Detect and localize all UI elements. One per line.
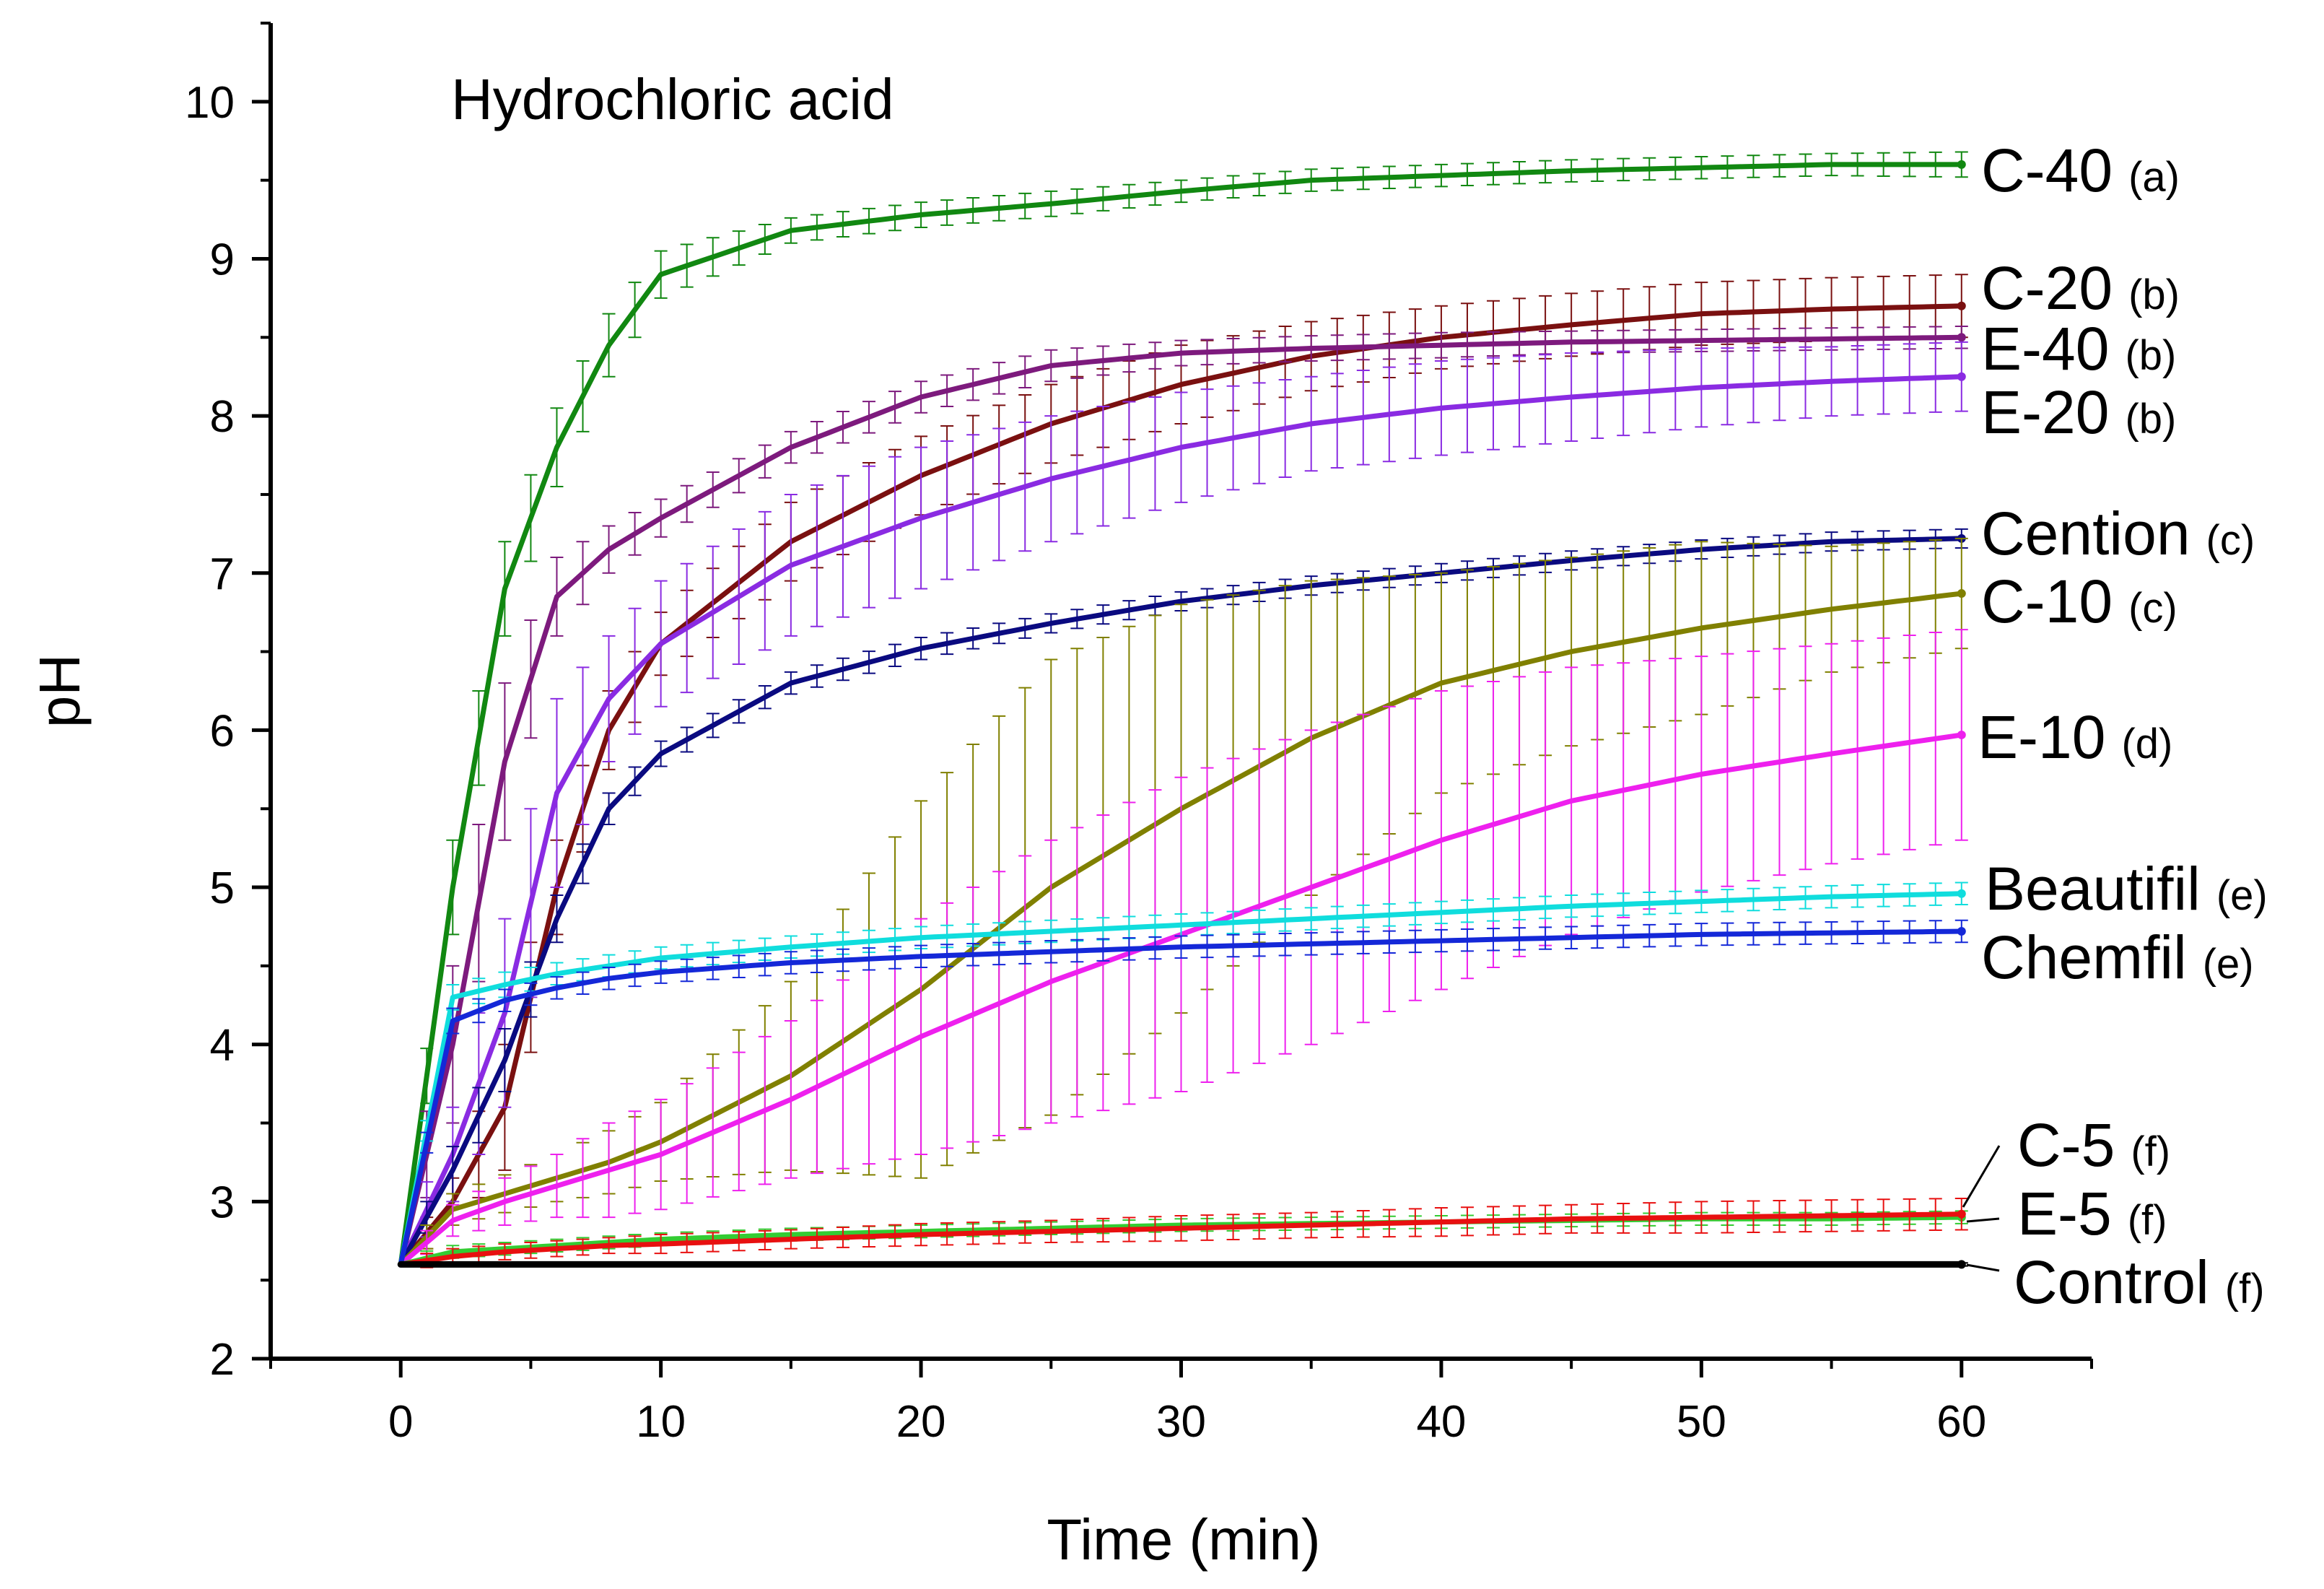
series-label-e-10: E-10 (d) <box>1978 703 2172 771</box>
series-label-e-40: E-40 (b) <box>1981 315 2176 383</box>
series-group-label: (f) <box>2225 1266 2265 1312</box>
series-group-label: (b) <box>2125 332 2176 379</box>
series-group-label: (d) <box>2121 721 2172 767</box>
ticks: 0 10 20 30 40 50 60 2 3 4 5 6 7 8 9 10 <box>185 22 2093 1447</box>
series-group-label: (b) <box>2128 271 2180 318</box>
series-group-label: (b) <box>2125 396 2176 443</box>
series-label-e-5: E-5 (f) <box>2017 1180 2167 1248</box>
y-tick-label: 4 <box>210 1021 235 1071</box>
x-tick-label: 50 <box>1677 1397 1726 1447</box>
series-label-cention: Cention (c) <box>1981 500 2255 567</box>
x-tick-label: 20 <box>896 1397 946 1447</box>
series-group-label: (e) <box>2216 872 2268 919</box>
series-end-point <box>1957 160 1966 169</box>
series-group-label: (c) <box>2128 585 2177 632</box>
series-e-20 <box>398 341 1968 1267</box>
series-group-label: (f) <box>2131 1128 2170 1175</box>
label-leader-line <box>1962 1145 2001 1208</box>
x-tick-label: 60 <box>1936 1397 1986 1447</box>
series-line <box>398 1211 1965 1267</box>
series-label-c-10: C-10 (c) <box>1981 567 2177 635</box>
series-line <box>398 374 1965 1267</box>
series-label-e-20: E-20 (b) <box>1981 378 2176 446</box>
series-end-point <box>1957 333 1966 342</box>
label-leader-line <box>1966 1217 2000 1223</box>
label-leader-line <box>1966 1263 2000 1272</box>
series-end-point <box>1957 372 1966 381</box>
x-tick-label: 0 <box>388 1397 413 1447</box>
series-beautifil <box>398 881 1968 1267</box>
series-group-label: (c) <box>2206 517 2255 564</box>
series-group-label: (e) <box>2203 941 2254 988</box>
series-label-control: Control (f) <box>2014 1248 2265 1316</box>
x-tick-label: 40 <box>1416 1397 1466 1447</box>
y-tick-label: 8 <box>210 392 235 442</box>
y-tick-label: 2 <box>210 1335 235 1385</box>
series-c-40 <box>398 151 1968 1267</box>
y-tick-label: 10 <box>185 78 235 128</box>
chart-annotation: Hydrochloric acid <box>451 67 894 131</box>
series-group-label: (a) <box>2128 154 2180 201</box>
series-label-c-5: C-5 (f) <box>2017 1111 2170 1179</box>
series-line <box>398 334 1965 1267</box>
series-line <box>398 891 1965 1267</box>
y-tick-label: 3 <box>210 1177 235 1227</box>
series-line <box>398 928 1965 1267</box>
series-e-5 <box>398 1198 1968 1268</box>
series-layer <box>397 151 1968 1269</box>
series-end-point <box>1957 301 1966 310</box>
series-end-point <box>1957 589 1966 598</box>
series-label-c-20: C-20 (b) <box>1981 254 2180 322</box>
x-axis-title: Time (min) <box>1047 1507 1320 1572</box>
series-end-point <box>1957 1260 1966 1269</box>
y-tick-label: 7 <box>210 549 235 599</box>
series-group-label: (f) <box>2128 1197 2167 1244</box>
series-end-point <box>1957 730 1966 739</box>
series-label-beautifil: Beautifil (e) <box>1985 855 2268 923</box>
series-end-point <box>1957 889 1966 898</box>
series-chemfil <box>398 919 1968 1267</box>
series-label-chemfil: Chemfil (e) <box>1981 923 2254 991</box>
y-tick-label: 6 <box>210 706 235 756</box>
series-end-point <box>1957 927 1966 936</box>
y-axis-title: pH <box>27 654 92 728</box>
series-line <box>398 162 1965 1267</box>
series-labels: C-40 (a)C-20 (b)E-40 (b)E-20 (b)Cention (c)C-… <box>1962 136 2268 1316</box>
series-control <box>397 1260 1968 1269</box>
series-e-40 <box>398 326 1968 1267</box>
y-tick-label: 5 <box>210 863 235 913</box>
x-tick-label: 10 <box>636 1397 686 1447</box>
series-end-point <box>1957 1209 1966 1219</box>
series-label-c-40: C-40 (a) <box>1981 136 2180 204</box>
y-tick-label: 9 <box>210 235 235 284</box>
x-tick-label: 30 <box>1156 1397 1206 1447</box>
